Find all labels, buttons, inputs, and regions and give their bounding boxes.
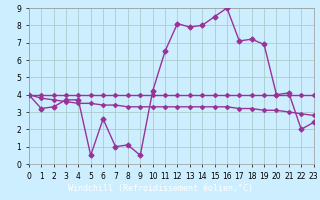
- Text: Windchill (Refroidissement éolien,°C): Windchill (Refroidissement éolien,°C): [68, 184, 252, 193]
